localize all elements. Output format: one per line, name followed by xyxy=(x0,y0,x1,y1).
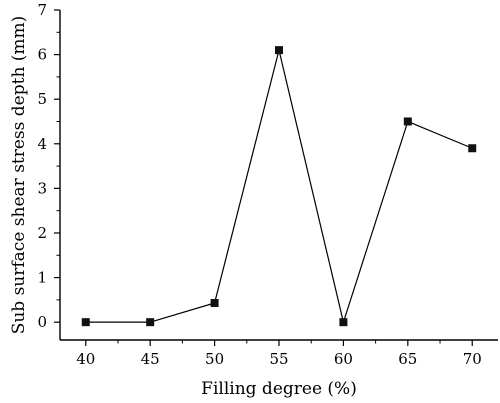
data-point-marker xyxy=(468,144,477,153)
x-axis-title: Filling degree (%) xyxy=(201,379,357,399)
data-point-marker xyxy=(339,318,348,327)
y-tick-label: 0 xyxy=(37,313,47,331)
y-tick-label: 7 xyxy=(37,1,47,19)
x-tick-label: 40 xyxy=(76,350,95,368)
y-tick-label: 4 xyxy=(37,135,47,153)
y-tick-label: 5 xyxy=(37,90,47,108)
y-tick-label: 6 xyxy=(37,46,47,64)
y-tick-label: 1 xyxy=(37,269,47,287)
data-point-marker xyxy=(146,318,155,327)
y-axis-ticks: 0 1 2 3 4 5 6 7 xyxy=(37,1,60,331)
y-tick-label: 2 xyxy=(37,224,47,242)
axes xyxy=(59,10,498,341)
x-tick-label: 70 xyxy=(463,350,482,368)
x-axis-ticks: 40 45 50 55 60 65 70 xyxy=(76,340,482,368)
data-point-marker xyxy=(275,46,283,55)
series-line xyxy=(85,49,473,325)
data-point-marker xyxy=(403,117,412,126)
x-tick-label: 45 xyxy=(141,350,160,368)
y-axis-title: Sub surface shear stress depth (mm) xyxy=(9,16,29,335)
x-tick-label: 50 xyxy=(205,350,224,368)
x-tick-label: 55 xyxy=(269,350,288,368)
x-tick-label: 65 xyxy=(398,350,417,368)
data-point-marker xyxy=(210,298,219,307)
y-tick-label: 3 xyxy=(37,179,47,197)
data-point-marker xyxy=(81,318,90,327)
x-tick-label: 60 xyxy=(334,350,353,368)
series-group xyxy=(81,46,477,327)
